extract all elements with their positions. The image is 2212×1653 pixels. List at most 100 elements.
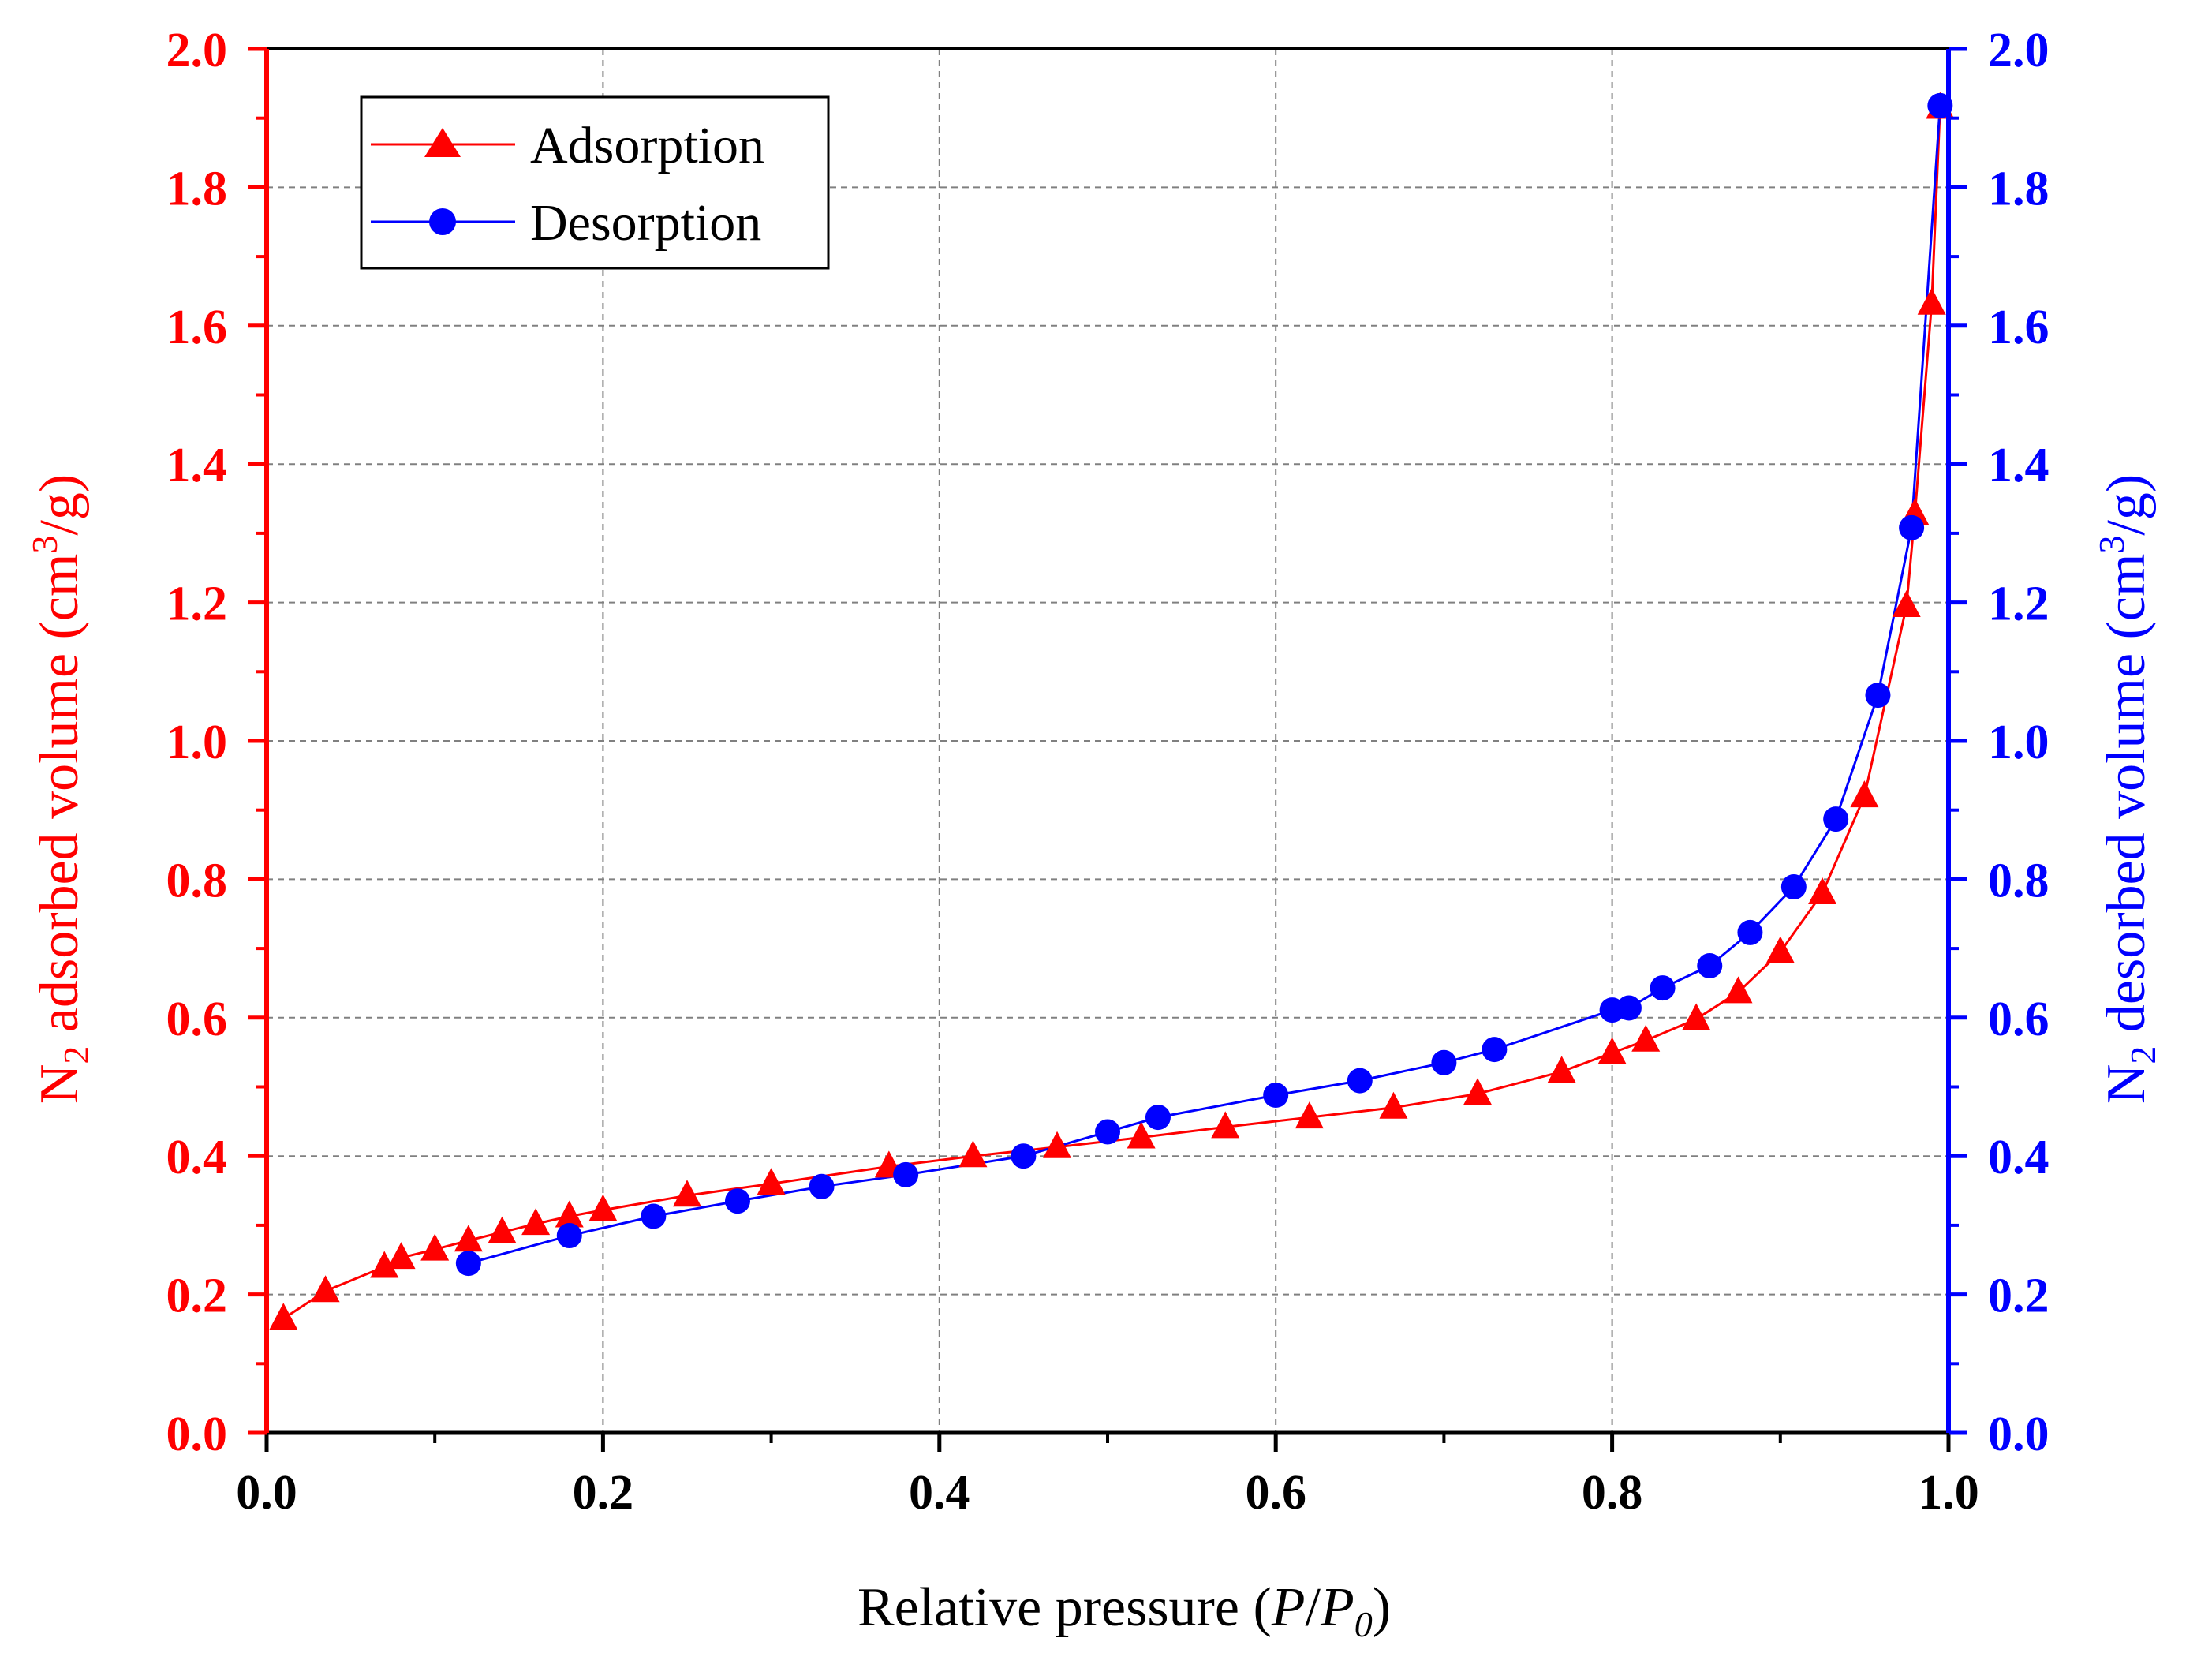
y-left-tick-label: 1.6 (166, 301, 228, 354)
x-axis-title-main: Relative pressure ( (858, 1577, 1272, 1638)
y-left-tick-label: 1.2 (166, 578, 228, 631)
desorption-point (455, 1251, 481, 1277)
y-left-tick-label: 0.8 (166, 854, 228, 907)
desorption-point (1431, 1049, 1457, 1075)
y-left-title-post: /g) (29, 474, 90, 536)
x-axis-title-slash: / (1306, 1577, 1321, 1638)
y-right-title-pre: N (2096, 1064, 2157, 1105)
x-tick-label: 0.6 (1245, 1466, 1306, 1520)
desorption-point (809, 1173, 835, 1199)
adsorption-point (269, 1303, 298, 1330)
y-left-title-mid: adsorbed volume (cm (29, 554, 90, 1046)
adsorption-point (1379, 1091, 1408, 1119)
adsorption-point (521, 1208, 551, 1236)
desorption-point (1263, 1083, 1289, 1109)
y-left-title-sup: 3 (24, 536, 65, 554)
desorption-point (1697, 953, 1723, 979)
adsorption-point (488, 1216, 517, 1243)
y-right-tick-label: 1.0 (1988, 716, 2049, 769)
y-left-tick-label: 2.0 (166, 24, 228, 77)
y-right-title-sub: 2 (2123, 1046, 2163, 1064)
y-right-tick-label: 0.2 (1988, 1270, 2049, 1323)
x-tick-label: 0.2 (573, 1466, 634, 1520)
y-right-tick-label: 0.4 (1988, 1131, 2049, 1184)
y-left-tick-label: 0.4 (166, 1131, 228, 1184)
y-left-tick-label: 1.0 (166, 716, 228, 769)
desorption-point (1650, 975, 1676, 1001)
adsorption-point (588, 1194, 618, 1221)
grid-lines (267, 49, 1949, 1433)
adsorption-point (1765, 936, 1795, 963)
adsorption-point (1295, 1101, 1324, 1129)
x-tick-label: 0.4 (909, 1466, 970, 1520)
desorption-point (641, 1203, 667, 1229)
adsorption-point (555, 1200, 584, 1228)
desorption-point (1899, 514, 1925, 540)
adsorption-point (1597, 1037, 1627, 1064)
desorption-point (556, 1223, 582, 1249)
desorption-point (1095, 1119, 1120, 1145)
adsorption-point (387, 1242, 416, 1270)
axes: 0.0 0.2 0.4 0.6 0.8 1.00.00.20.40.60.81.01.21… (166, 24, 2049, 1520)
y-right-axis-title: N2 desorbed volume (cm3/g) (2091, 474, 2163, 1104)
y-left-tick-label: 1.4 (166, 439, 228, 492)
y-right-title-sup: 3 (2091, 536, 2132, 554)
series-markers (269, 92, 1955, 1330)
adsorption-point (311, 1275, 340, 1303)
adsorption-point (1917, 287, 1946, 315)
adsorption-point (1850, 780, 1879, 808)
y-right-tick-label: 0.8 (1988, 854, 2049, 907)
adsorption-point (1547, 1056, 1576, 1083)
y-right-tick-label: 0.0 (1988, 1408, 2049, 1461)
legend-adsorption-marker (424, 128, 461, 157)
adsorption-point (1211, 1111, 1240, 1139)
y-right-tick-label: 1.2 (1988, 578, 2049, 631)
adsorption-point (1127, 1121, 1156, 1149)
y-right-tick-label: 2.0 (1988, 24, 2049, 77)
y-left-tick-label: 0.6 (166, 993, 228, 1046)
desorption-point (1482, 1037, 1508, 1063)
x-axis-title-close: ) (1373, 1577, 1391, 1638)
x-tick-label: 0.8 (1582, 1466, 1643, 1520)
x-axis-title-p0: P (1320, 1577, 1354, 1638)
desorption-point (1865, 683, 1891, 709)
x-tick-label: 0.0 (236, 1466, 297, 1520)
adsorption-point (1724, 976, 1753, 1004)
legend-box (360, 95, 830, 270)
y-right-tick-label: 1.6 (1988, 301, 2049, 354)
desorption-point (1011, 1143, 1037, 1169)
desorption-point (1347, 1068, 1373, 1094)
desorption-point (1616, 995, 1642, 1021)
y-left-axis-title: N2 adsorbed volume (cm3/g) (24, 474, 96, 1104)
adsorption-point (1043, 1131, 1072, 1158)
y-left-tick-label: 0.2 (166, 1270, 228, 1323)
desorption-point (1823, 806, 1849, 832)
y-right-title-post: /g) (2096, 474, 2157, 536)
adsorption-point (1808, 877, 1837, 904)
legend: Adsorption Desorption (360, 95, 830, 270)
adsorption-point (1682, 1003, 1711, 1030)
legend-adsorption-label: Adsorption (530, 117, 764, 174)
legend-desorption-label: Desorption (530, 194, 761, 252)
y-right-tick-label: 1.8 (1988, 162, 2049, 215)
y-left-tick-label: 0.0 (166, 1408, 228, 1461)
adsorption-point (1892, 589, 1921, 617)
x-axis-title-p: P (1271, 1577, 1306, 1638)
adsorption-point (420, 1233, 450, 1261)
y-left-title-sub: 2 (56, 1046, 96, 1064)
adsorption-point (757, 1168, 786, 1195)
y-left-title-pre: N (29, 1064, 90, 1105)
desorption-point (1737, 919, 1763, 945)
desorption-point (1780, 874, 1807, 900)
desorption-point (893, 1161, 919, 1187)
y-right-tick-label: 0.6 (1988, 993, 2049, 1046)
desorption-point (1145, 1105, 1171, 1131)
adsorption-point (370, 1251, 399, 1278)
x-axis-title: Relative pressure (P/P0) (858, 1577, 1391, 1644)
adsorption-point (1463, 1078, 1493, 1105)
legend-desorption-marker (429, 208, 456, 235)
x-tick-label: 1.0 (1918, 1466, 1979, 1520)
adsorption-point (1631, 1024, 1661, 1052)
adsorption-point (958, 1140, 988, 1168)
